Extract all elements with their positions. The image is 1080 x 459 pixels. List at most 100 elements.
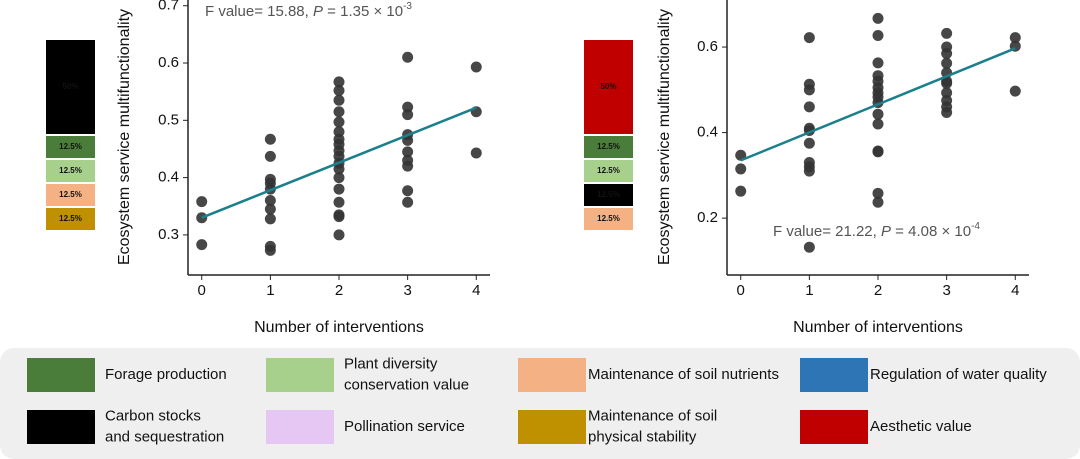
point (872, 196, 884, 208)
point (264, 150, 276, 162)
point (872, 146, 884, 158)
x-tick-label: 3 (403, 282, 411, 299)
point (333, 106, 345, 118)
legend-label: Aesthetic value (870, 418, 972, 435)
point (402, 109, 414, 121)
point (803, 165, 815, 177)
point (333, 211, 345, 223)
x-axis-label: Number of interventions (254, 319, 424, 336)
point (333, 229, 345, 241)
point (333, 163, 345, 175)
weight-label: 50% (600, 82, 616, 91)
weight-segment (584, 184, 633, 206)
legend-swatch (518, 410, 586, 444)
legend-label: and sequestration (105, 428, 224, 445)
y-tick-label: 0.3 (158, 226, 179, 243)
legend-label: physical stability (588, 428, 697, 445)
weight-segment (46, 208, 95, 230)
point (803, 241, 815, 253)
legend-swatch (800, 358, 868, 392)
point (264, 133, 276, 145)
point (264, 195, 276, 207)
point (872, 118, 884, 130)
weight-label: 12.5% (597, 166, 620, 175)
weight-label: 12.5% (59, 166, 82, 175)
point (735, 163, 747, 175)
y-tick-label: 0.6 (158, 54, 179, 71)
point (333, 85, 345, 97)
point (872, 108, 884, 120)
point (941, 87, 953, 99)
point (872, 187, 884, 199)
point (470, 61, 482, 73)
point (941, 77, 953, 89)
annotation-part: = 1.35 × 10 (323, 3, 403, 20)
point (402, 146, 414, 158)
point (1009, 32, 1021, 44)
x-tick-label: 0 (737, 282, 745, 299)
y-axis-label: Ecosystem service multifunctionality (656, 9, 673, 265)
point (333, 94, 345, 106)
legend-label: Pollination service (344, 418, 465, 435)
legend-swatch (27, 358, 95, 392)
x-tick-label: 1 (266, 282, 274, 299)
x-axis-label: Number of interventions (793, 319, 963, 336)
weight-label: 12.5% (597, 214, 620, 223)
weight-segment (584, 160, 633, 182)
x-tick-label: 2 (335, 282, 343, 299)
point (402, 51, 414, 63)
x-tick-label: 0 (198, 282, 206, 299)
weight-segment (46, 136, 95, 158)
weight-label: 50% (62, 82, 78, 91)
point (872, 12, 884, 24)
weight-segment (584, 136, 633, 158)
point (1009, 85, 1021, 97)
x-tick-label: 3 (942, 282, 950, 299)
annotation: F value= 21.22, P = 4.08 × 10-4 (773, 221, 980, 240)
point (941, 57, 953, 69)
legend-label: Regulation of water quality (870, 366, 1047, 383)
weight-segment (584, 208, 633, 230)
annotation-part: P (881, 223, 891, 240)
point (941, 27, 953, 39)
legend-label: Maintenance of soil (588, 407, 717, 424)
point (333, 76, 345, 88)
annotation-part: = 4.08 × 10 (891, 223, 971, 240)
point (264, 203, 276, 215)
point (470, 147, 482, 159)
point (941, 47, 953, 59)
point (872, 57, 884, 69)
legend-label: conservation value (344, 376, 469, 393)
point (333, 116, 345, 128)
weight-label: 12.5% (597, 190, 620, 199)
point (264, 213, 276, 225)
legend-label: Maintenance of soil nutrients (588, 366, 779, 383)
legend-swatch (266, 410, 334, 444)
point (402, 160, 414, 172)
y-tick-label: 0.4 (158, 169, 179, 186)
legend-label: Plant diversity (344, 355, 438, 372)
point (803, 32, 815, 44)
point (196, 239, 208, 251)
weight-label: 12.5% (597, 142, 620, 151)
point (803, 101, 815, 113)
annotation-part: -4 (971, 221, 980, 232)
weight-label: 12.5% (59, 190, 82, 199)
weight-segment (584, 40, 633, 134)
y-tick-label: 0.4 (697, 124, 718, 141)
point (196, 196, 208, 208)
annotation: F value= 15.88, P = 1.35 × 10-3 (205, 1, 412, 20)
annotation-part: F value= 21.22, (773, 223, 881, 240)
weight-segment (46, 40, 95, 134)
y-tick-label: 0.2 (697, 209, 718, 226)
y-tick-label: 0.5 (158, 111, 179, 128)
weight-segment (46, 184, 95, 206)
annotation-part: -3 (403, 1, 412, 12)
legend-swatch (800, 410, 868, 444)
point (333, 172, 345, 184)
x-tick-label: 1 (805, 282, 813, 299)
y-axis-label: Ecosystem service multifunctionality (116, 9, 133, 265)
annotation-part: F value= 15.88, (205, 3, 313, 20)
fit-line (201, 106, 477, 219)
